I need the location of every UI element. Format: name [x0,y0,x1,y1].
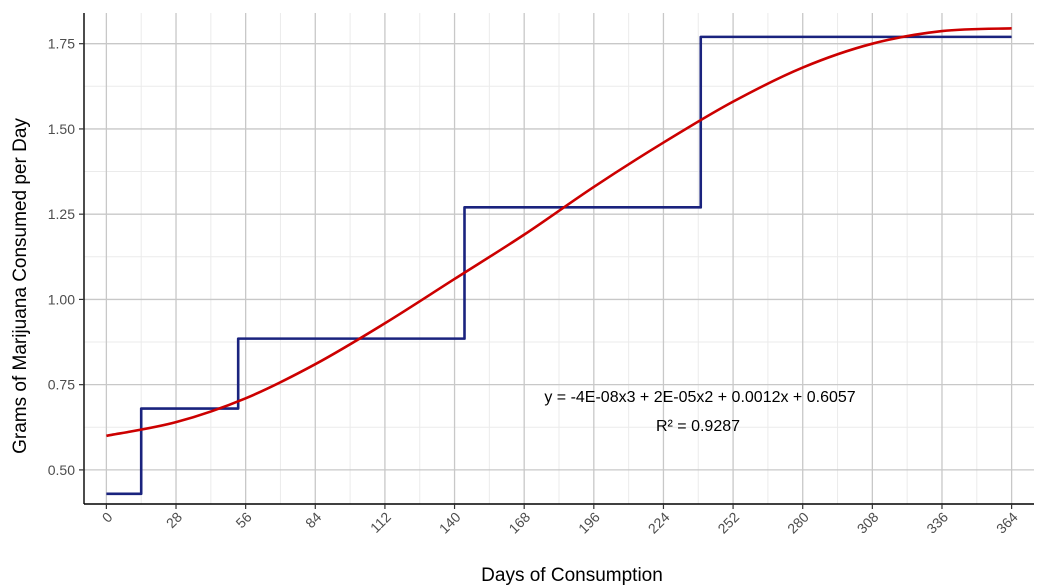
y-tick-label: 1.25 [48,206,75,222]
x-tick-label: 28 [163,509,185,531]
y-tick-label: 1.75 [48,36,75,52]
step-series-line [106,35,1012,496]
x-tick-label: 364 [993,509,1021,537]
fitted-curve-line [106,27,1012,438]
x-tick-label: 56 [232,509,254,531]
y-tick-label: 0.50 [48,462,75,478]
x-tick-label: 308 [854,509,882,537]
x-tick-label: 140 [436,509,464,537]
y-tick-label: 1.50 [48,121,75,137]
x-tick-label: 252 [714,509,742,537]
x-tick-label: 84 [302,509,324,531]
x-tick-label: 280 [784,509,812,537]
equation-annotation: y = -4E-08x3 + 2E-05x2 + 0.0012x + 0.605… [544,389,855,406]
y-tick-label: 0.75 [48,377,75,393]
x-tick-label: 112 [367,509,394,536]
axes [83,13,1034,505]
series-layer [106,27,1012,496]
x-tick-label: 336 [923,509,951,537]
y-axis-title: Grams of Marijuana Consumed per Day [10,118,31,454]
x-tick-label: 196 [575,509,603,537]
r-squared-annotation: R² = 0.9287 [656,418,740,435]
x-axis-title: Days of Consumption [481,565,663,586]
minor-gridlines [84,13,1034,504]
x-tick-label: 168 [505,509,533,537]
ticks: 0.50 0.75 1.00 1.25 1.50 1.75 0 28 56 84 112 140 168… [48,36,1021,537]
x-tick-label: 224 [645,509,673,537]
x-tick-label: 0 [99,509,116,526]
y-tick-label: 1.00 [48,291,75,307]
